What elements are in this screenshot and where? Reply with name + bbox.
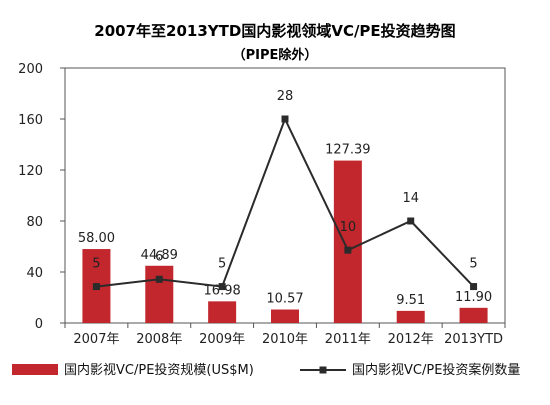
y-tick-label: 80 bbox=[26, 215, 43, 230]
line-data-label: 10 bbox=[340, 220, 357, 235]
line-point bbox=[281, 115, 289, 123]
legend-label-bar: 国内影视VC/PE投资规模(US$M) bbox=[64, 362, 254, 378]
line-data-label: 5 bbox=[218, 257, 226, 272]
line-data-label: 5 bbox=[469, 257, 477, 272]
legend-swatch-marker bbox=[319, 366, 327, 374]
line-point bbox=[155, 275, 163, 283]
bar bbox=[459, 307, 488, 323]
line-point bbox=[92, 283, 100, 291]
bar bbox=[145, 265, 174, 323]
x-tick-label: 2010年 bbox=[262, 332, 308, 347]
bar bbox=[396, 310, 425, 323]
y-tick-label: 120 bbox=[18, 164, 43, 179]
legend-label-line: 国内影视VC/PE投资案例数量 bbox=[352, 362, 520, 378]
bar-data-label: 58.00 bbox=[78, 231, 115, 246]
y-tick-label: 160 bbox=[18, 113, 43, 128]
y-tick-label: 200 bbox=[18, 62, 43, 77]
x-tick-label: 2008年 bbox=[136, 332, 182, 347]
line-point bbox=[218, 283, 226, 291]
line-point bbox=[470, 283, 478, 291]
bar-data-label: 9.51 bbox=[396, 293, 425, 308]
bar bbox=[271, 309, 299, 323]
chart-title: 2007年至2013YTD国内影视领域VC/PE投资趋势图 bbox=[94, 22, 456, 40]
line-point bbox=[344, 246, 352, 254]
bar-data-label: 44.89 bbox=[141, 248, 178, 263]
y-tick-label: 40 bbox=[26, 266, 43, 281]
bar bbox=[208, 301, 237, 323]
x-tick-label: 2012年 bbox=[388, 332, 434, 347]
x-tick-label: 2009年 bbox=[199, 332, 245, 347]
plot-area-frame bbox=[64, 67, 506, 324]
x-tick-label: 2011年 bbox=[325, 332, 371, 347]
line-point bbox=[407, 217, 415, 225]
bar-data-label: 16.98 bbox=[204, 283, 241, 298]
bar bbox=[333, 160, 362, 323]
line-data-label: 28 bbox=[277, 89, 294, 104]
x-tick-label: 2007年 bbox=[73, 332, 119, 347]
bar-data-label: 11.90 bbox=[455, 290, 492, 305]
line-data-label: 5 bbox=[92, 257, 100, 272]
chart-subtitle: （PIPE除外） bbox=[232, 48, 318, 63]
legend-swatch-bar bbox=[12, 364, 58, 375]
line-data-label: 14 bbox=[402, 191, 419, 206]
line-data-label: 6 bbox=[155, 249, 163, 264]
y-tick-label: 0 bbox=[35, 317, 43, 332]
bar-data-label: 10.57 bbox=[266, 292, 303, 307]
bar-data-label: 127.39 bbox=[325, 143, 371, 158]
x-tick-label: 2013YTD bbox=[444, 332, 503, 347]
